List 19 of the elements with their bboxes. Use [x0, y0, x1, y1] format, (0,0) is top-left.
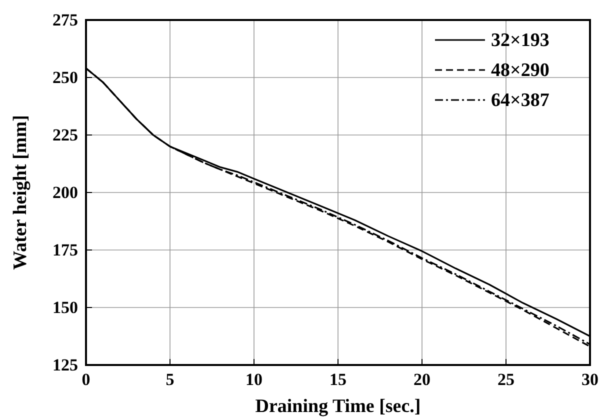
- x-tick-label: 20: [414, 370, 430, 390]
- x-tick-label: 0: [82, 370, 90, 390]
- x-tick-label: 10: [246, 370, 262, 390]
- y-tick-label: 200: [52, 182, 78, 202]
- legend-label: 32×193: [491, 30, 550, 51]
- legend-label: 48×290: [491, 60, 550, 81]
- y-tick-label: 150: [52, 298, 78, 317]
- x-tick-label: 25: [498, 370, 514, 390]
- y-tick-label: 275: [52, 10, 78, 30]
- x-tick-label: 5: [166, 370, 174, 390]
- x-tick-label: 30: [582, 370, 598, 390]
- y-tick-label: 250: [52, 68, 78, 87]
- y-tick-label: 175: [52, 240, 78, 260]
- legend-label: 64×387: [491, 90, 550, 111]
- y-axis-title: Water height [mm]: [10, 115, 31, 270]
- y-tick-label: 225: [52, 125, 78, 144]
- x-tick-label: 15: [330, 370, 346, 390]
- x-axis-title: Draining Time [sec.]: [255, 396, 421, 417]
- y-tick-label: 125: [52, 355, 78, 374]
